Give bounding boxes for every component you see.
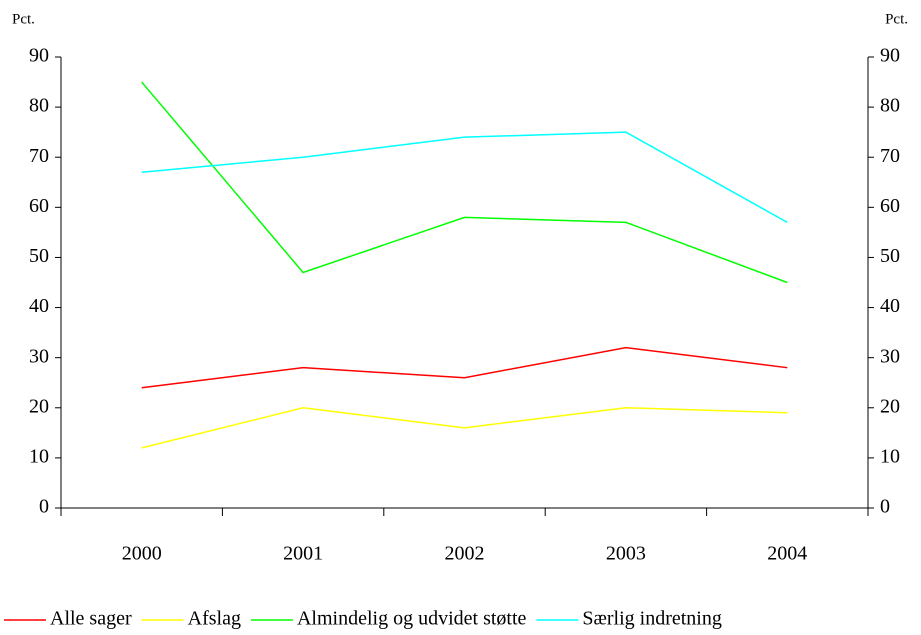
x-tick-label: 2001 (283, 543, 323, 565)
series-line (141, 131, 788, 224)
y2-tick-label: 40 (880, 295, 900, 317)
legend-label: Særlig indretning (582, 608, 721, 630)
y2-tick-label: 30 (880, 345, 900, 367)
y-axis-label: Pct. (12, 11, 35, 27)
y2-tick-label: 60 (880, 195, 900, 217)
x-tick-label: 2003 (606, 543, 646, 565)
y2-tick-label: 50 (880, 245, 900, 267)
y2-tick-label: 70 (880, 145, 900, 167)
series-line (141, 346, 788, 389)
legend-label: Afslag (188, 608, 241, 630)
y-tick-label: 0 (39, 496, 49, 518)
y-tick-label: 40 (29, 295, 49, 317)
y-tick-label: 10 (29, 445, 49, 467)
y2-tick-label: 20 (880, 395, 900, 417)
y-tick-label: 20 (29, 395, 49, 417)
x-tick-label: 2004 (767, 543, 807, 565)
y-tick-label: 60 (29, 195, 49, 217)
y2-axis-label: Pct. (885, 11, 908, 27)
legend-label: Alle sager (50, 608, 132, 630)
legend-label: Almindelig og udvidet støtte (297, 608, 527, 630)
series-line (141, 407, 788, 449)
series-line (141, 81, 788, 284)
y-tick-label: 90 (29, 45, 49, 67)
y-tick-label: 50 (29, 245, 49, 267)
y-tick-label: 80 (29, 95, 49, 117)
y2-tick-label: 90 (880, 45, 900, 67)
y-tick-label: 30 (29, 345, 49, 367)
y2-tick-label: 10 (880, 445, 900, 467)
y2-tick-label: 80 (880, 95, 900, 117)
y2-tick-label: 0 (880, 496, 890, 518)
x-tick-label: 2002 (445, 543, 485, 565)
x-tick-label: 2000 (122, 543, 162, 565)
y-tick-label: 70 (29, 145, 49, 167)
